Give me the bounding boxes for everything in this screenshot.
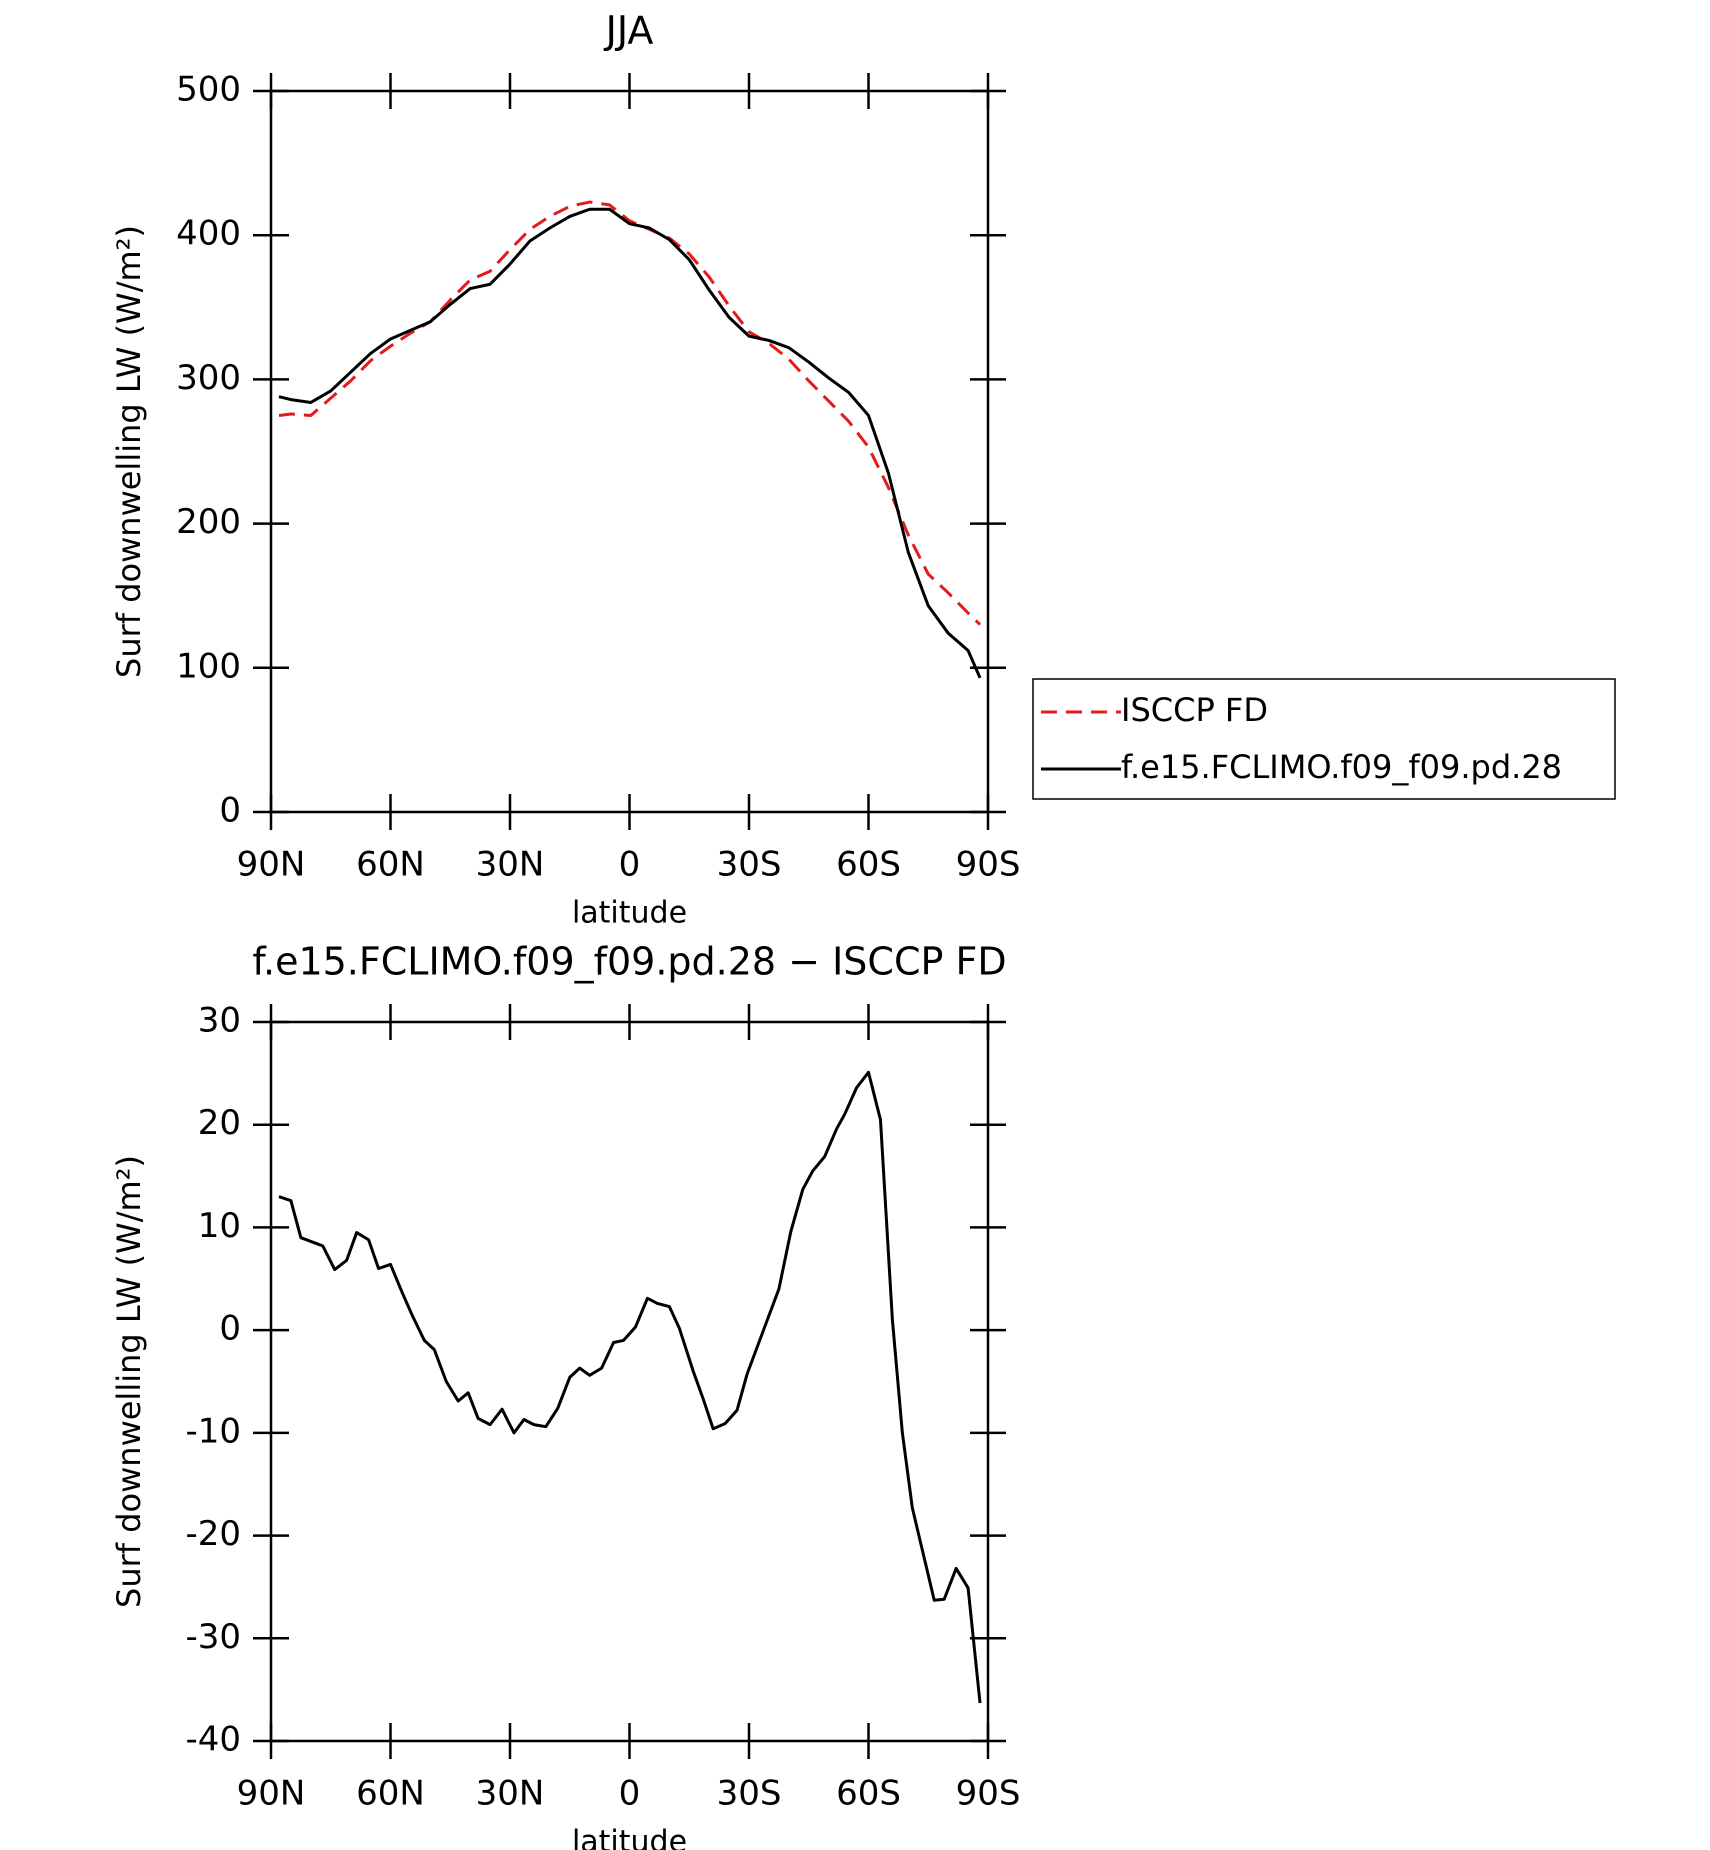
x-axis-label: latitude	[572, 896, 687, 931]
y-tick-label: 10	[198, 1206, 241, 1246]
y-tick-label: 300	[176, 358, 241, 398]
y-tick-label: 30	[198, 1001, 241, 1041]
x-tick-label: 90S	[956, 1774, 1021, 1814]
x-tick-label: 60N	[356, 845, 425, 885]
y-tick-label: 500	[176, 70, 241, 110]
y-tick-label: 400	[176, 214, 241, 254]
x-tick-label: 0	[619, 1774, 641, 1814]
x-tick-label: 30S	[717, 845, 782, 885]
x-axis-label: latitude	[572, 1825, 687, 1850]
y-tick-label: -10	[185, 1411, 241, 1451]
y-tick-label: -40	[185, 1720, 241, 1760]
data-line	[278, 207, 982, 679]
x-tick-label: 60S	[836, 845, 901, 885]
y-tick-label: 0	[219, 791, 241, 831]
y-tick-label: 100	[176, 646, 241, 686]
y-tick-label: 20	[198, 1103, 241, 1143]
data-line	[278, 1070, 982, 1704]
y-tick-label: 200	[176, 502, 241, 542]
x-tick-label: 90N	[237, 1774, 306, 1814]
x-tick-label: 30N	[476, 1774, 545, 1814]
y-tick-label: 0	[219, 1309, 241, 1349]
legend-box	[1032, 678, 1616, 800]
x-tick-label: 30S	[717, 1774, 782, 1814]
x-tick-label: 30N	[476, 845, 545, 885]
y-tick-label: -20	[185, 1514, 241, 1554]
y-axis-label: Surf downwelling LW (W/m²)	[110, 1155, 148, 1608]
x-tick-label: 90S	[956, 845, 1021, 885]
chart-title: JJA	[604, 9, 654, 53]
x-tick-label: 60N	[356, 1774, 425, 1814]
legend-label: ISCCP FD	[1121, 691, 1268, 729]
data-line	[278, 200, 982, 626]
chart-title: f.e15.FCLIMO.f09_f09.pd.28 − ISCCP FD	[252, 940, 1006, 984]
x-tick-label: 0	[619, 845, 641, 885]
legend-label: f.e15.FCLIMO.f09_f09.pd.28	[1121, 748, 1562, 786]
x-tick-label: 60S	[836, 1774, 901, 1814]
x-tick-label: 90N	[237, 845, 306, 885]
y-tick-label: -30	[185, 1617, 241, 1657]
y-axis-label: Surf downwelling LW (W/m²)	[110, 225, 148, 678]
